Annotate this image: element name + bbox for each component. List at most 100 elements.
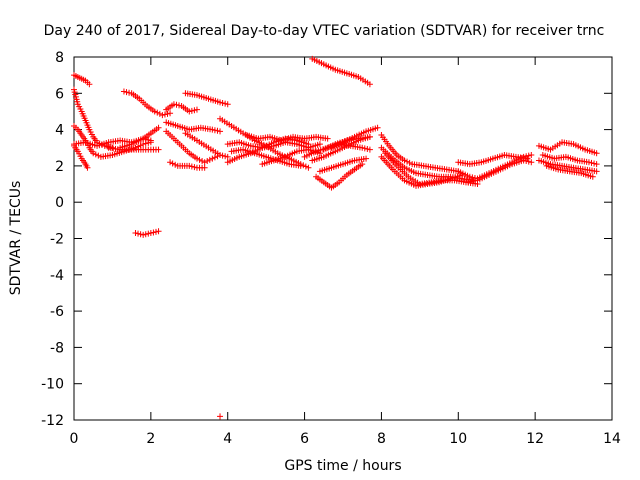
data-point xyxy=(305,164,312,171)
data-point xyxy=(359,144,366,151)
data-point xyxy=(366,133,373,140)
data-point xyxy=(589,173,596,180)
data-point xyxy=(305,141,312,148)
data-point xyxy=(154,109,161,116)
data-point xyxy=(523,158,530,165)
data-point xyxy=(404,158,411,165)
data-point xyxy=(217,413,224,420)
data-point xyxy=(164,110,171,117)
x-tick-label: 8 xyxy=(377,431,386,447)
data-point xyxy=(104,143,111,150)
y-tick-label: 6 xyxy=(55,86,64,102)
y-tick-label: 4 xyxy=(55,123,64,139)
axis-ticks xyxy=(73,56,613,421)
data-point xyxy=(140,141,147,148)
data-point xyxy=(206,156,213,163)
data-point xyxy=(217,99,224,106)
data-point xyxy=(191,107,198,114)
data-point xyxy=(209,126,216,133)
data-point xyxy=(363,155,370,162)
data-point xyxy=(593,168,600,175)
data-point xyxy=(156,110,163,117)
data-point xyxy=(172,161,179,168)
data-point xyxy=(366,146,373,153)
data-point xyxy=(466,173,473,180)
data-point xyxy=(90,150,97,157)
data-point xyxy=(167,110,174,117)
data-point xyxy=(159,112,166,119)
x-tick-label: 10 xyxy=(449,431,467,447)
y-tick-label: -6 xyxy=(50,304,64,320)
data-point xyxy=(173,101,180,108)
data-point xyxy=(374,124,381,131)
data-point xyxy=(142,231,149,238)
x-axis-label: GPS time / hours xyxy=(284,458,401,474)
y-tick-label: -12 xyxy=(41,413,64,429)
data-point xyxy=(135,230,142,237)
data-point xyxy=(302,163,309,170)
y-tick-label: 8 xyxy=(55,50,64,66)
data-point xyxy=(186,162,193,169)
data-point xyxy=(84,164,91,171)
x-tick-label: 0 xyxy=(70,431,79,447)
data-point xyxy=(316,141,323,148)
data-point xyxy=(155,146,162,153)
data-point xyxy=(366,81,373,88)
data-point xyxy=(591,160,598,167)
data-point xyxy=(359,161,366,168)
y-tick-label: -10 xyxy=(41,377,64,393)
data-point xyxy=(324,135,331,142)
data-point xyxy=(95,152,102,159)
data-point xyxy=(593,161,600,168)
data-point xyxy=(106,144,113,151)
data-point xyxy=(137,231,144,238)
x-tick-label: 4 xyxy=(223,431,232,447)
y-tick-label: 0 xyxy=(55,195,64,211)
y-tick-label: 2 xyxy=(55,159,64,175)
data-point xyxy=(161,111,168,118)
y-tick-label: -2 xyxy=(50,232,64,248)
data-point xyxy=(86,81,93,88)
data-point xyxy=(588,159,595,166)
x-tick-label: 6 xyxy=(300,431,309,447)
data-point xyxy=(525,152,532,159)
data-point xyxy=(217,152,224,159)
data-point xyxy=(193,106,200,113)
x-tick-label: 14 xyxy=(603,431,621,447)
data-point xyxy=(123,89,130,96)
tick-labels: 0 2 4 6 8 10 12 14 -12 -10 -8 -6 -4 -2 0 2 4 6 8 xyxy=(41,50,621,447)
data-point xyxy=(176,102,183,109)
y-tick-label: -8 xyxy=(50,340,64,356)
data-point xyxy=(364,145,371,152)
data-point xyxy=(209,155,216,162)
data-point xyxy=(224,101,231,108)
data-point xyxy=(222,100,229,107)
data-point xyxy=(214,127,221,134)
x-tick-label: 2 xyxy=(146,431,155,447)
data-point xyxy=(201,159,208,166)
data-point xyxy=(211,154,218,161)
data-point xyxy=(135,143,142,150)
data-point xyxy=(361,145,368,152)
data-point xyxy=(147,230,154,237)
data-point xyxy=(401,157,408,164)
data-point xyxy=(193,155,200,162)
chart-title: Day 240 of 2017, Sidereal Day-to-day VTE… xyxy=(44,23,605,39)
data-point xyxy=(406,159,413,166)
data-point xyxy=(201,164,208,171)
data-point xyxy=(167,159,174,166)
data-point xyxy=(593,150,600,157)
data-point xyxy=(224,153,231,160)
data-point xyxy=(126,89,133,96)
data-point xyxy=(152,228,159,235)
data-point xyxy=(132,230,139,237)
data-point xyxy=(169,160,176,167)
data-point xyxy=(191,164,198,171)
data-point xyxy=(140,231,147,238)
data-point xyxy=(155,228,162,235)
data-point xyxy=(528,152,535,159)
data-point xyxy=(170,101,177,108)
data-point xyxy=(188,163,195,170)
data-point xyxy=(155,124,162,131)
